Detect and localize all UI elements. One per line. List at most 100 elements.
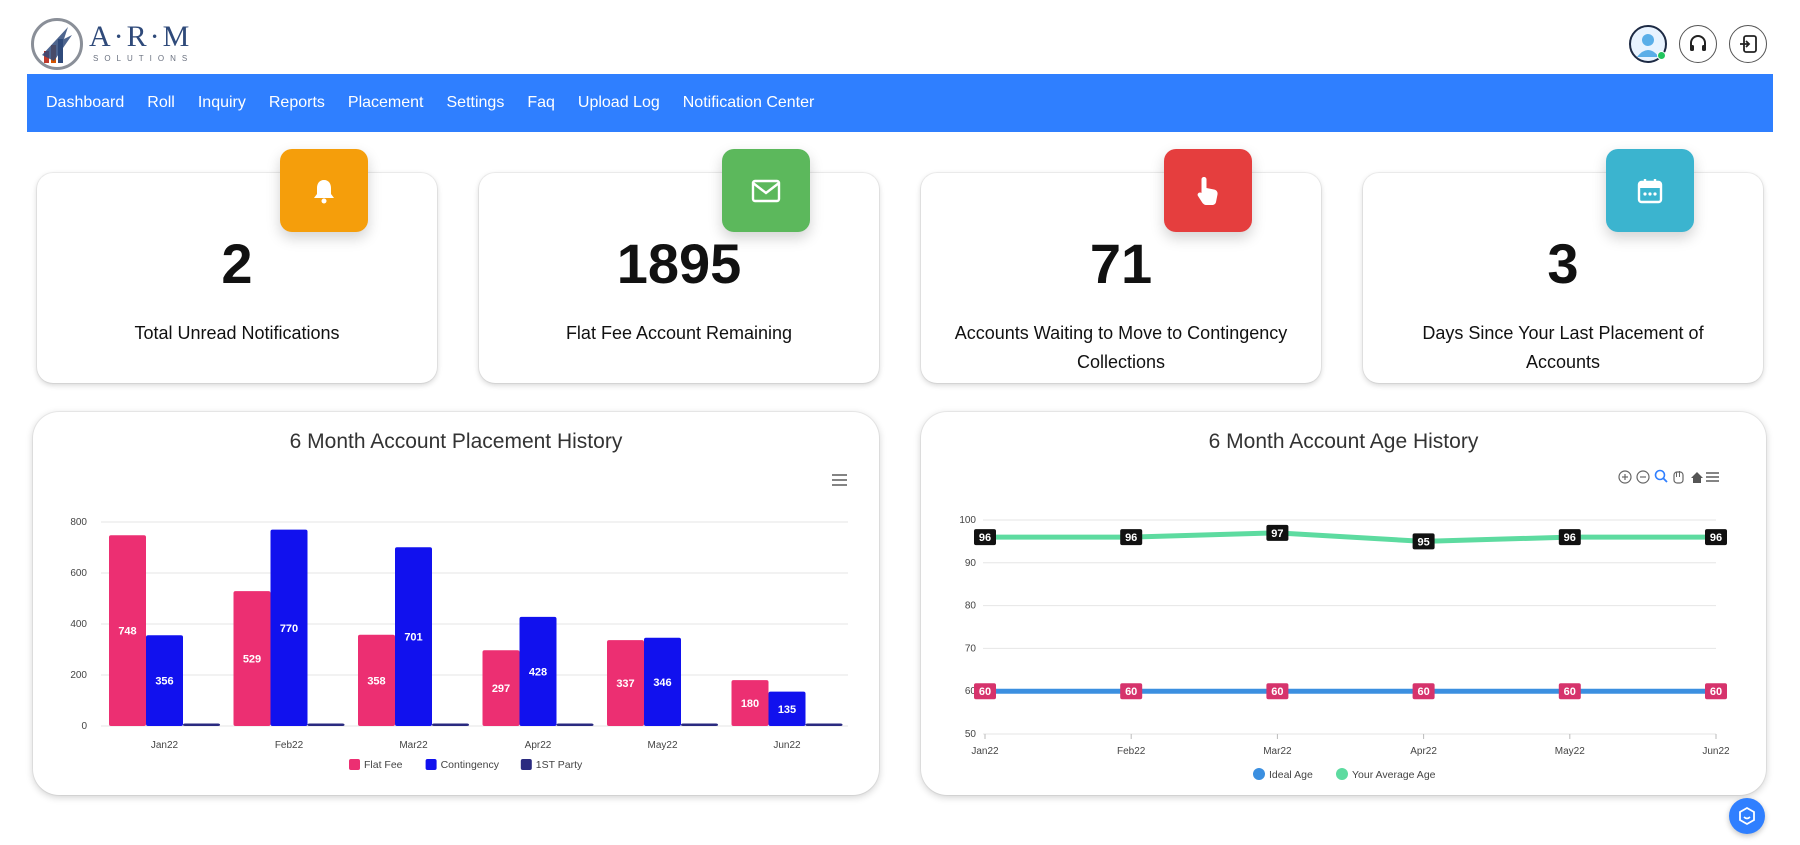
x-tick-label: Mar22	[1263, 746, 1292, 757]
bar-value-label: 770	[280, 623, 298, 635]
bar	[270, 529, 308, 726]
app-header: A·R·M SOLUTIONS	[0, 0, 1800, 74]
y-tick-label: 400	[70, 619, 87, 630]
arm-solutions-logo[interactable]: A·R·M SOLUTIONS	[31, 16, 201, 74]
zoom-out-icon[interactable]	[1636, 470, 1650, 484]
nav-faq[interactable]: Faq	[527, 94, 555, 111]
x-tick-label: Jan22	[971, 746, 999, 757]
nav-placement[interactable]: Placement	[347, 94, 424, 111]
selection-zoom-icon[interactable]	[1654, 469, 1668, 483]
bar	[519, 616, 557, 726]
data-label-box	[1412, 683, 1435, 700]
bar	[358, 634, 395, 726]
bar-value-label: 356	[155, 676, 173, 688]
y-tick-label: 600	[70, 568, 87, 579]
legend-label: Ideal Age	[1269, 769, 1313, 781]
data-label: 96	[1710, 532, 1722, 544]
nav-dashboard[interactable]: Dashboard	[46, 94, 125, 111]
stat-card-notifications[interactable]: 2 Total Unread Notifications	[37, 149, 437, 383]
y-tick-label: 200	[70, 670, 87, 681]
nav-inquiry[interactable]: Inquiry	[197, 94, 246, 111]
age-history-chart: 100 90 80 70 60 50 Jan22 Feb22 Mar22 Apr22 May22 Ju…	[959, 469, 1730, 781]
data-label-box	[1412, 533, 1435, 550]
nav-reports[interactable]: Reports	[268, 94, 325, 111]
stat-icon-box	[1606, 149, 1694, 232]
x-tick-label: Feb22	[1117, 746, 1146, 757]
chart-menu-icon[interactable]	[831, 472, 849, 488]
legend-label: Contingency	[441, 759, 500, 771]
legend-label: Flat Fee	[364, 759, 403, 771]
data-label: 60	[1271, 686, 1283, 698]
logout-button[interactable]	[1729, 25, 1767, 63]
bar	[233, 591, 271, 726]
legend-swatch	[1336, 768, 1348, 780]
data-label-box	[1558, 683, 1581, 700]
data-label: 95	[1417, 536, 1429, 548]
reset-zoom-home-icon[interactable]	[1691, 472, 1703, 483]
help-widget-icon	[1739, 806, 1755, 826]
bar	[109, 535, 146, 726]
bar	[482, 650, 520, 726]
chart-title: 6 Month Account Placement History	[289, 430, 623, 453]
y-tick-label: 50	[965, 729, 977, 740]
data-label: 96	[979, 532, 991, 544]
placement-history-chart-card: 6 Month Account Placement History 800 600…	[33, 412, 879, 795]
help-fab-button[interactable]	[1729, 798, 1765, 834]
x-tick-label: Feb22	[275, 740, 304, 751]
bar	[805, 723, 843, 726]
stat-label: Total Unread Notifications	[134, 323, 340, 343]
data-label-box	[1266, 683, 1289, 700]
user-avatar-button[interactable]	[1629, 25, 1667, 63]
stat-value: 1895	[616, 232, 742, 295]
stat-card-flat-fee[interactable]: 1895 Flat Fee Account Remaining	[479, 149, 879, 383]
nav-upload-log[interactable]: Upload Log	[577, 94, 660, 111]
nav-settings[interactable]: Settings	[446, 94, 505, 111]
zoom-in-icon[interactable]	[1618, 470, 1632, 484]
bar	[607, 640, 644, 726]
stat-card-contingency[interactable]: 71 Accounts Waiting to Move to Contingen…	[921, 149, 1321, 383]
bar	[731, 680, 769, 726]
bar	[432, 723, 469, 726]
data-label: 60	[1564, 686, 1576, 698]
data-label: 60	[1417, 686, 1429, 698]
x-tick-label: Apr22	[525, 740, 552, 751]
data-label-box	[974, 683, 996, 700]
pan-hand-icon[interactable]	[1673, 471, 1684, 484]
data-label-box	[1120, 529, 1143, 546]
y-tick-label: 80	[965, 601, 977, 612]
data-label-box	[1120, 683, 1143, 700]
bar	[681, 723, 718, 726]
y-tick-label: 0	[81, 721, 87, 732]
data-label-box	[1558, 529, 1581, 546]
logo-text: A·R·M	[89, 20, 193, 53]
logout-icon	[1740, 35, 1757, 53]
data-label: 96	[1125, 532, 1137, 544]
bar-value-label: 337	[616, 678, 634, 690]
stat-value: 71	[1089, 232, 1153, 295]
bar-value-label: 297	[492, 683, 510, 695]
bar-value-label: 748	[118, 626, 136, 638]
stat-value: 2	[221, 232, 253, 295]
logo-emblem	[31, 18, 83, 70]
support-button[interactable]	[1679, 25, 1717, 63]
stat-icon-box	[722, 149, 810, 232]
bar-value-label: 180	[741, 698, 759, 710]
hand-pointer-icon	[1197, 176, 1218, 205]
nav-roll[interactable]: Roll	[147, 94, 175, 111]
nav-notification-center[interactable]: Notification Center	[682, 94, 815, 111]
x-tick-label: Jan22	[151, 740, 179, 751]
chart-menu-icon[interactable]	[1706, 472, 1719, 482]
bell-icon	[314, 179, 334, 203]
x-tick-label: May22	[647, 740, 677, 751]
stat-card-last-placement[interactable]: 3 Days Since Your Last Placement of Acco…	[1363, 149, 1763, 383]
y-tick-label: 60	[965, 686, 977, 697]
legend-swatch	[1253, 768, 1265, 780]
data-label-box	[974, 529, 996, 546]
stat-icon-box	[1164, 149, 1252, 232]
data-label: 96	[1564, 532, 1576, 544]
data-label: 60	[979, 686, 991, 698]
stat-label: Accounts Waiting to Move to Contingency …	[954, 323, 1288, 372]
y-tick-label: 100	[959, 515, 976, 526]
y-tick-label: 70	[965, 643, 977, 654]
data-label-box	[1705, 529, 1727, 546]
